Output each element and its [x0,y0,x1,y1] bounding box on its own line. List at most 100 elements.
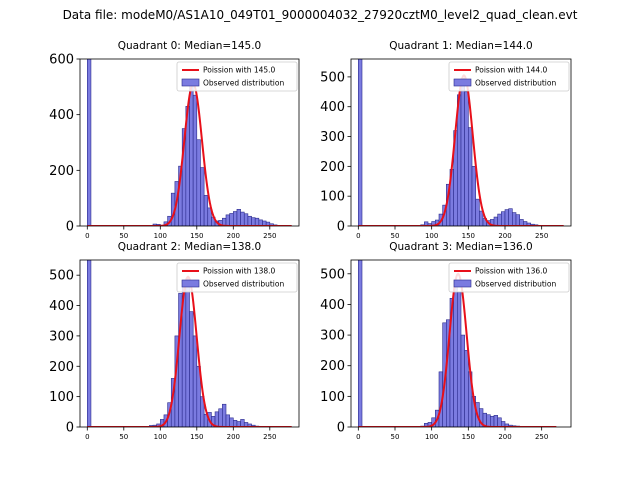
histogram-bar [460,334,465,427]
histogram-bar [460,78,465,226]
histogram-bar [229,417,234,427]
histogram-bar [468,127,473,226]
histogram-bar [358,59,363,226]
histogram-bar [504,209,509,226]
histogram-bar [189,311,194,427]
histogram-bar [87,260,92,427]
subplot-title: Quadrant 2: Median=138.0 [118,241,261,253]
subplot-quadrant-1: 0 50 100 150 200 250 0 100 200 300 400 500 Quadrant … [320,40,572,240]
histogram-bar [251,217,256,226]
y-tick-label: 100 [320,190,345,205]
legend-observed-label: Observed distribution [475,280,556,289]
x-tick-label: 100 [154,433,167,441]
y-tick-label: 500 [320,267,345,282]
histogram-bar [203,195,209,226]
poisson-fit-line [87,82,292,226]
x-tick-label: 0 [356,232,360,240]
y-tick-label: 200 [49,164,74,179]
subplot-quadrant-0: 0 50 100 150 200 250 0 200 400 600 Quadrant 0: Med… [49,40,300,240]
legend-observed-label: Observed distribution [475,79,556,88]
histogram-bar [189,85,194,226]
subplot-quadrant-2: 0 50 100 150 200 250 0 100 200 300 400 500 Quadrant … [49,241,300,441]
legend: Poission with 144.0 Observed distribution [448,61,570,92]
histogram-bar [497,417,502,427]
legend-observed-swatch [453,78,472,87]
subplot-title: Quadrant 3: Median=136.0 [389,241,532,253]
histogram-bar [229,213,234,226]
histogram-bar [214,411,220,427]
legend-box [176,262,298,293]
histogram-bar [236,209,241,226]
plot-area [358,260,557,427]
legend-fit-label: Poission with 144.0 [475,66,548,75]
histogram-bar [192,335,198,427]
y-tick-label: 200 [320,160,345,175]
x-tick-label: 200 [227,232,240,240]
x-tick-label: 0 [85,433,89,441]
legend-fit-label: Poission with 138.0 [203,267,276,276]
subplot-title: Quadrant 1: Median=144.0 [389,40,532,52]
histogram-bar [471,166,476,226]
x-tick-label: 200 [498,433,511,441]
histogram-bar [233,420,238,427]
histogram-bar [497,213,502,226]
legend: Poission with 145.0 Observed distribution [176,61,298,92]
x-tick-label: 50 [119,232,128,240]
histogram-bar [225,414,230,427]
y-tick-label: 400 [320,100,345,115]
x-tick-label: 250 [263,433,276,441]
x-tick-label: 250 [535,232,548,240]
legend-fit-label: Poission with 145.0 [203,66,276,75]
y-tick-label: 0 [66,421,74,436]
histogram-bar [87,59,92,226]
figure-suptitle: Data file: modeM0/AS1A10_049T01_90000040… [62,8,578,22]
histogram-bar [464,350,469,427]
x-tick-label: 200 [498,232,511,240]
histogram-bar [240,211,245,226]
x-tick-label: 200 [227,433,240,441]
histogram-bar [490,415,495,427]
histogram-bar [453,279,458,427]
y-tick-label: 200 [49,360,74,375]
x-tick-label: 250 [263,232,276,240]
x-tick-label: 150 [462,433,475,441]
legend-box [448,61,570,92]
y-tick-label: 500 [320,70,345,85]
y-tick-label: 0 [66,220,74,235]
y-tick-label: 300 [320,130,345,145]
x-tick-label: 250 [535,433,548,441]
histogram-bar [222,403,227,427]
histogram-bar [464,91,469,226]
x-tick-label: 150 [462,232,475,240]
plot-area [87,59,292,226]
axes-frame [350,58,572,227]
histogram-bar [192,94,198,226]
histogram-bar [185,277,190,427]
histogram-bar [240,419,245,427]
histogram-bar [254,217,260,226]
histogram-bar [512,212,517,226]
y-tick-label: 400 [49,108,74,123]
y-tick-label: 600 [49,53,74,68]
x-tick-label: 100 [425,232,438,240]
axes-frame [79,58,300,227]
x-tick-label: 150 [190,433,203,441]
histogram-bar [243,213,249,226]
x-tick-label: 50 [391,232,400,240]
histogram-bar [358,260,363,427]
histogram-bar [200,167,205,226]
x-tick-label: 0 [356,433,360,441]
histogram-bar [233,211,238,226]
legend-fit-label: Poission with 136.0 [475,267,548,276]
subplot-title: Quadrant 0: Median=145.0 [118,40,261,52]
x-tick-label: 50 [119,433,128,441]
y-tick-label: 100 [49,390,74,405]
histogram-bar [486,414,491,427]
histogram-bar [457,291,462,427]
x-tick-label: 100 [154,232,167,240]
subplot-quadrant-3: 0 50 100 150 200 250 0 100 200 300 400 500 Quadrant … [320,241,572,441]
y-tick-label: 0 [337,421,345,436]
histogram-bar [508,208,513,226]
histogram-bar [218,408,223,427]
